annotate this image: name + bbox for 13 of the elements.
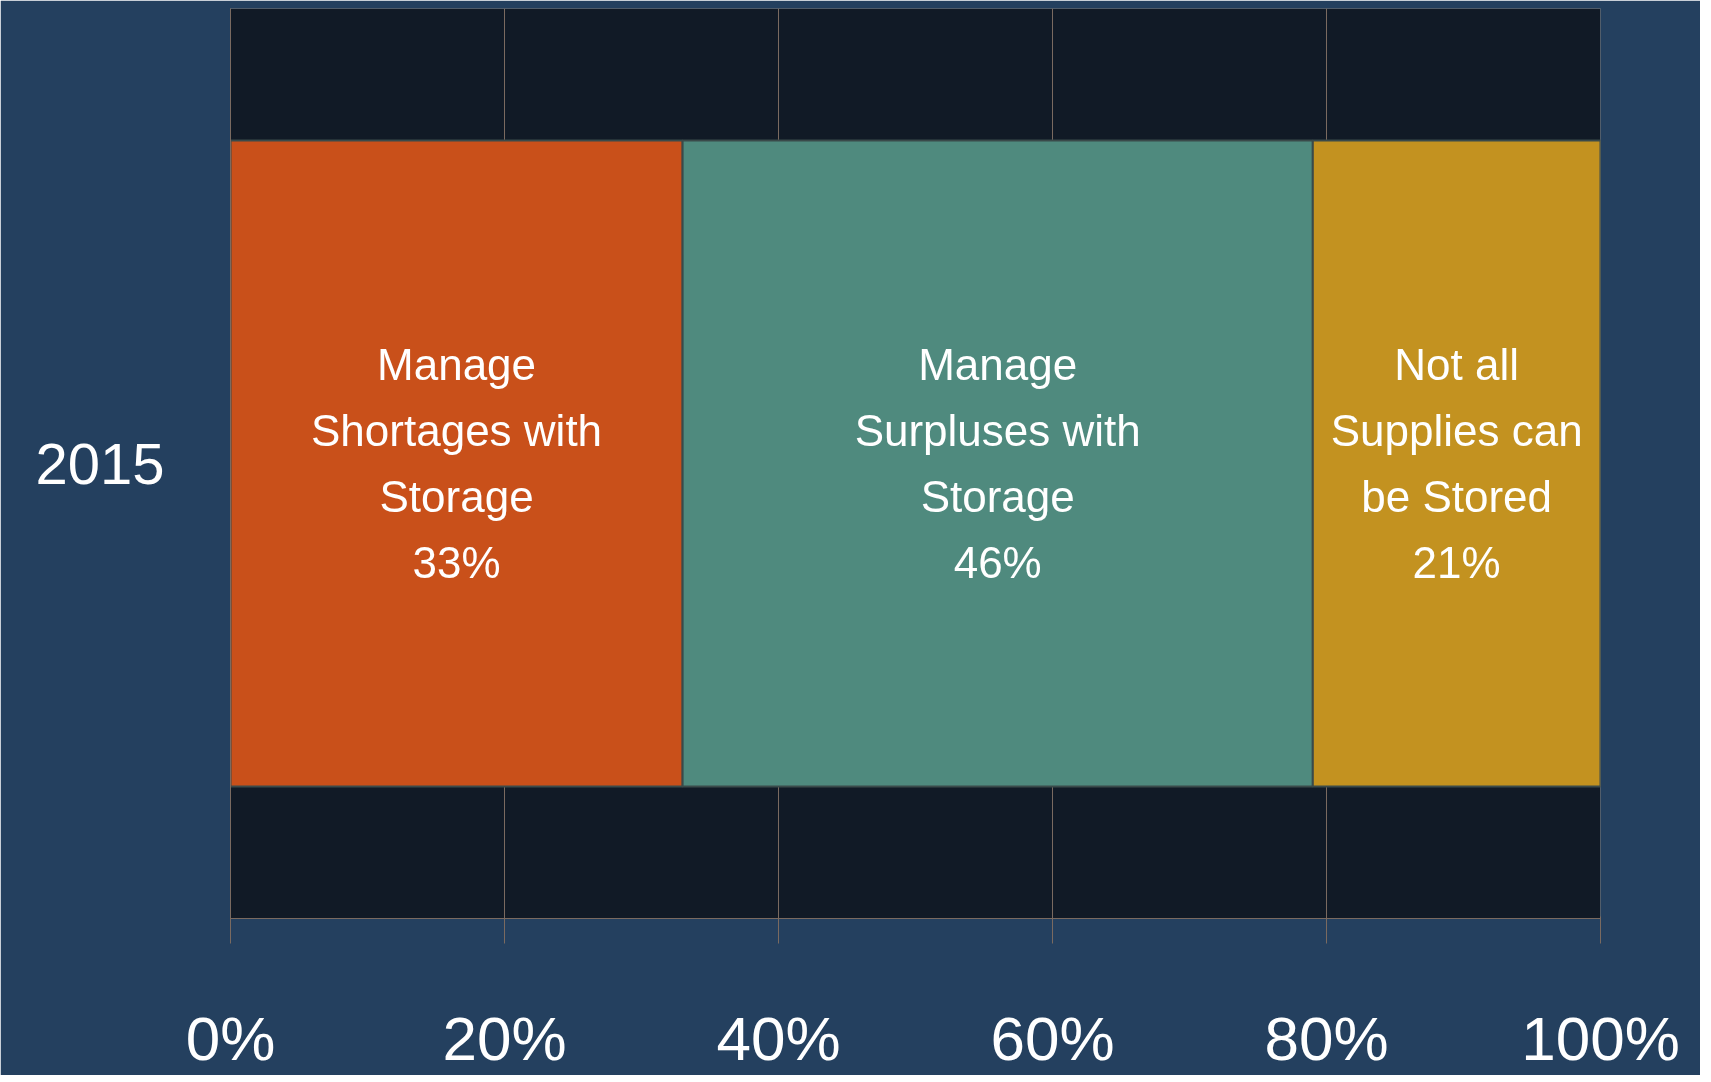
x-tick-label: 80% xyxy=(1264,1003,1389,1073)
x-tick-label: 0% xyxy=(185,1003,276,1073)
y-tick-label: 2015 xyxy=(35,430,165,496)
series-label: Manage Shortages with Storage xyxy=(311,339,603,522)
data-label: 21% xyxy=(1412,538,1501,588)
x-tick-label: 20% xyxy=(442,1003,567,1073)
x-tick-label: 100% xyxy=(1521,1003,1680,1073)
series-label: Not all Supplies can be Stored xyxy=(1330,339,1583,522)
data-label: 33% xyxy=(412,538,501,588)
x-tick-label: 40% xyxy=(716,1003,841,1073)
x-tick-label: 60% xyxy=(990,1003,1115,1073)
data-label: 46% xyxy=(953,538,1042,588)
series-label: Manage Surpluses with Storage xyxy=(854,339,1141,522)
